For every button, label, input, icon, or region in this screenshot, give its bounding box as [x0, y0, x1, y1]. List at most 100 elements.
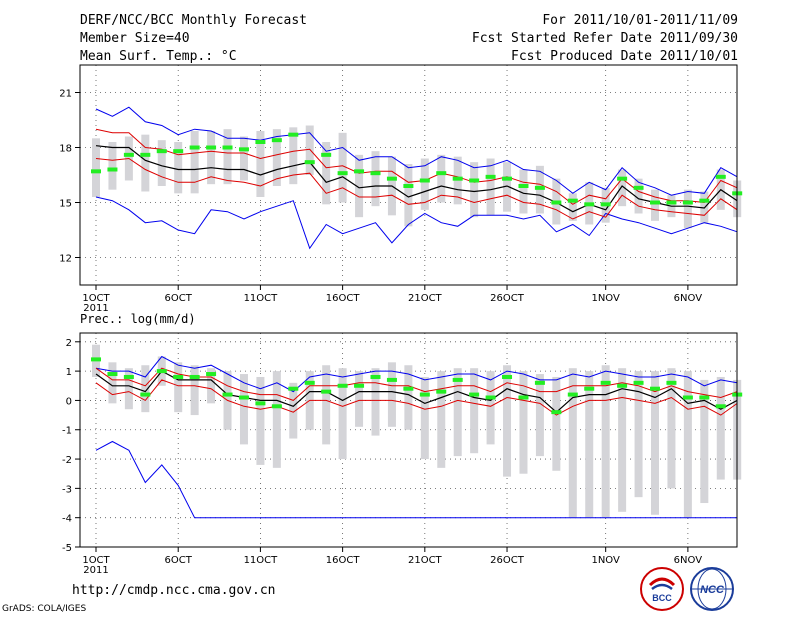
median-marker [304, 380, 315, 385]
spread-box [618, 368, 627, 512]
x-tick-label: 21OCT [408, 293, 443, 304]
median-marker [584, 386, 595, 391]
spread-box [601, 365, 610, 518]
min-line [95, 440, 738, 519]
median-marker [370, 374, 381, 379]
spread-box [157, 140, 166, 186]
median-marker [255, 401, 266, 406]
median-marker [337, 383, 348, 388]
median-marker [123, 374, 134, 379]
median-marker [600, 380, 611, 385]
median-marker [156, 149, 167, 154]
lower-band-line [95, 379, 738, 416]
grads-credit: GrADS: COLA/IGES [2, 604, 87, 614]
spread-box [716, 376, 725, 480]
median-marker [502, 374, 513, 379]
median-marker [321, 389, 332, 394]
x-tick-label: 6NOV [674, 293, 703, 304]
ncc-logo-text: NCC [700, 584, 725, 596]
median-marker [173, 374, 184, 379]
spread-box [124, 368, 133, 410]
spread-box [338, 132, 347, 203]
median-marker [485, 174, 496, 179]
median-marker [650, 200, 660, 205]
ensemble-mean-line [95, 145, 738, 213]
median-marker [403, 184, 414, 188]
ensemble-mean-line [95, 370, 738, 414]
spread-box [239, 374, 248, 445]
produced-date: Fcst Produced Date 2011/10/01 [511, 49, 738, 64]
median-marker [600, 202, 611, 207]
median-marker [436, 171, 447, 176]
median-marker [715, 404, 726, 409]
median-marker [140, 152, 151, 157]
median-marker [354, 383, 365, 388]
spread-box [683, 189, 692, 229]
y-tick-label: -4 [62, 514, 72, 525]
spread-box [568, 193, 577, 221]
spread-box [535, 374, 544, 457]
spread-box [519, 169, 528, 214]
y-tick-label: 12 [59, 254, 72, 265]
spread-box [420, 158, 429, 210]
source-url[interactable]: http://cmdp.ncc.cma.gov.cn [72, 583, 276, 598]
bcc-logo-text: BCC [652, 593, 672, 603]
spread-box [503, 162, 512, 212]
median-marker [156, 369, 167, 374]
y-tick-label: -5 [62, 543, 72, 554]
median-marker [534, 185, 545, 190]
median-marker [567, 392, 578, 397]
median-marker [518, 184, 529, 188]
median-marker [502, 176, 513, 181]
spread-box [207, 368, 216, 404]
spread-box [371, 368, 380, 436]
upper-band-line [95, 128, 738, 205]
y-tick-label: 18 [59, 144, 72, 155]
spread-box [305, 125, 314, 175]
lower-band-line [95, 157, 738, 220]
median-marker [238, 147, 249, 152]
x-tick-label: 21OCT [408, 555, 443, 566]
x-year-label: 2011 [83, 565, 108, 576]
median-marker [567, 198, 578, 203]
spread-box [486, 371, 495, 445]
spread-box [223, 129, 232, 185]
spread-box [207, 131, 216, 185]
median-marker [255, 140, 266, 144]
spread-box [322, 365, 331, 445]
median-marker [584, 202, 595, 207]
spread-box [141, 134, 150, 192]
x-tick-label: 11OCT [244, 555, 279, 566]
spread-box [651, 189, 659, 221]
y-tick-label: 21 [59, 89, 72, 100]
median-marker [485, 395, 496, 400]
spread-box [322, 142, 331, 205]
forecast-period: For 2011/10/01-2011/11/09 [542, 13, 738, 28]
spread-box [174, 362, 183, 413]
x-tick-label: 6OCT [165, 293, 193, 304]
median-marker [650, 386, 660, 391]
median-marker [617, 383, 628, 388]
spread-box [387, 362, 396, 427]
median-marker [238, 395, 249, 400]
median-marker [715, 174, 726, 179]
y-tick-label: 2 [66, 338, 72, 349]
median-marker [91, 357, 101, 362]
median-marker [452, 176, 463, 181]
median-marker [403, 386, 414, 391]
spread-box [239, 136, 248, 181]
variable-label: Mean Surf. Temp.: °C [80, 49, 237, 64]
spread-box [190, 131, 199, 194]
ncc-logo: NCC [690, 567, 734, 611]
median-marker [469, 178, 480, 183]
median-marker [633, 185, 644, 190]
median-marker [222, 392, 233, 397]
temperature-panel: 12 15 18 21 1OCT 6OCT 11OCT 16OCT 21OCT 26OCT 1NOV… [59, 64, 743, 314]
spread-box [634, 178, 643, 214]
spread-box [519, 371, 528, 474]
median-marker [222, 145, 233, 150]
median-marker [337, 171, 348, 176]
median-marker [370, 171, 381, 176]
y-tick-label: -3 [62, 484, 72, 495]
median-marker [123, 152, 134, 157]
